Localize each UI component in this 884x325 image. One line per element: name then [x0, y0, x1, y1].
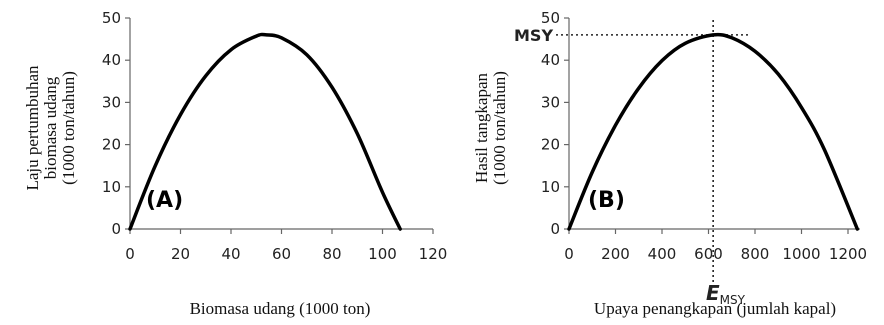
x-tick-label: 800 [741, 245, 770, 263]
emsy-label: EMSY [706, 281, 746, 307]
y-tick-label: 20 [541, 136, 560, 154]
panel-a-y-title-line-2: biomasa udang [41, 76, 60, 179]
panel-b-label: (B) [588, 188, 625, 213]
panel-b-x-axis-title: Upaya penangkapan (jumlah kapal) [594, 299, 836, 318]
panel-b-y-title-line-2: (1000 ton/tahun) [490, 71, 509, 185]
x-tick-label: 120 [419, 245, 448, 263]
panel-b-tick-labels: 0 10 20 30 40 50 0 200 400 600 800 1000 1200 [541, 9, 867, 263]
panel-b-axes [564, 17, 860, 234]
emsy-label-main: E [706, 281, 720, 305]
x-tick-label: 80 [322, 245, 341, 263]
x-tick-label: 600 [694, 245, 723, 263]
y-tick-label: 50 [102, 9, 121, 27]
panel-b-series-line [567, 32, 860, 231]
panel-a-axes [125, 17, 434, 234]
panel-a-y-axis-title: Laju pertumbuhan biomasa udang (1000 ton… [23, 65, 78, 191]
msy-label: MSY [514, 26, 553, 45]
panel-a-y-title-line-1: Laju pertumbuhan [23, 65, 42, 191]
x-tick-label: 1000 [782, 245, 820, 263]
emsy-label-sub: MSY [720, 293, 746, 307]
x-tick-label: 0 [564, 245, 574, 263]
x-tick-label: 40 [221, 245, 240, 263]
y-tick-label: 50 [541, 9, 560, 27]
panel-b-y-title-line-1: Hasil tangkapan [472, 73, 491, 183]
panel-a: 0 10 20 30 40 50 0 20 40 60 80 100 120 (A) Biomasa u… [23, 9, 447, 318]
panel-a-y-title-line-3: (1000 ton/tahun) [59, 71, 78, 185]
panel-a-tick-labels: 0 10 20 30 40 50 0 20 40 60 80 100 120 [102, 9, 447, 263]
y-tick-label: 30 [541, 93, 560, 111]
x-tick-label: 20 [171, 245, 190, 263]
panel-a-series-line [128, 32, 402, 231]
x-tick-label: 200 [601, 245, 630, 263]
y-tick-label: 40 [102, 51, 121, 69]
panel-a-label: (A) [146, 188, 183, 213]
x-tick-label: 100 [368, 245, 397, 263]
panel-b: 0 10 20 30 40 50 0 200 400 600 800 1000 1200 (B) MSY… [472, 9, 867, 318]
y-tick-label: 10 [541, 178, 560, 196]
y-tick-label: 0 [550, 220, 560, 238]
x-tick-label: 400 [648, 245, 677, 263]
x-tick-label: 1200 [829, 245, 867, 263]
y-tick-label: 10 [102, 178, 121, 196]
y-tick-label: 40 [541, 51, 560, 69]
y-tick-label: 20 [102, 136, 121, 154]
x-tick-label: 60 [272, 245, 291, 263]
panel-b-y-axis-title: Hasil tangkapan (1000 ton/tahun) [472, 71, 509, 185]
x-tick-label: 0 [125, 245, 135, 263]
y-tick-label: 0 [111, 220, 121, 238]
y-tick-label: 30 [102, 93, 121, 111]
panel-a-x-axis-title: Biomasa udang (1000 ton) [190, 299, 371, 318]
